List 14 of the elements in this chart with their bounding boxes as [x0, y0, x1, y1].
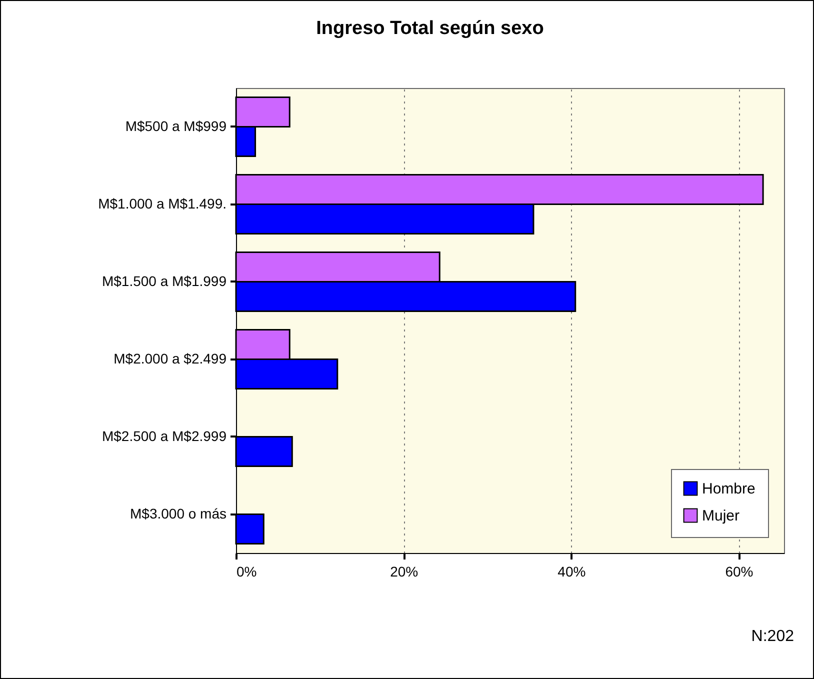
x-tick-label: 40% — [558, 564, 586, 580]
x-tick-label: 60% — [725, 564, 754, 580]
x-tick-label: 0% — [236, 564, 257, 580]
y-tick-label: M$2.500 a M$2.999 — [102, 428, 227, 444]
legend-label: Hombre — [702, 480, 756, 498]
y-tick-label: M$1.000 a M$1.499. — [98, 195, 226, 212]
legend-label: Mujer — [702, 508, 740, 524]
x-tick-label: 20% — [390, 564, 418, 580]
y-tick-label: M$2.000 a $2.499 — [114, 350, 227, 366]
chart-title: Ingreso Total según sexo — [315, 18, 545, 40]
y-tick-label: M$3.000 o más — [130, 505, 226, 522]
y-tick-label: M$500 a M$999 — [125, 118, 227, 134]
text: N:202 — [751, 628, 794, 646]
y-tick-label: M$1.500 a M$1.999 — [102, 272, 227, 289]
